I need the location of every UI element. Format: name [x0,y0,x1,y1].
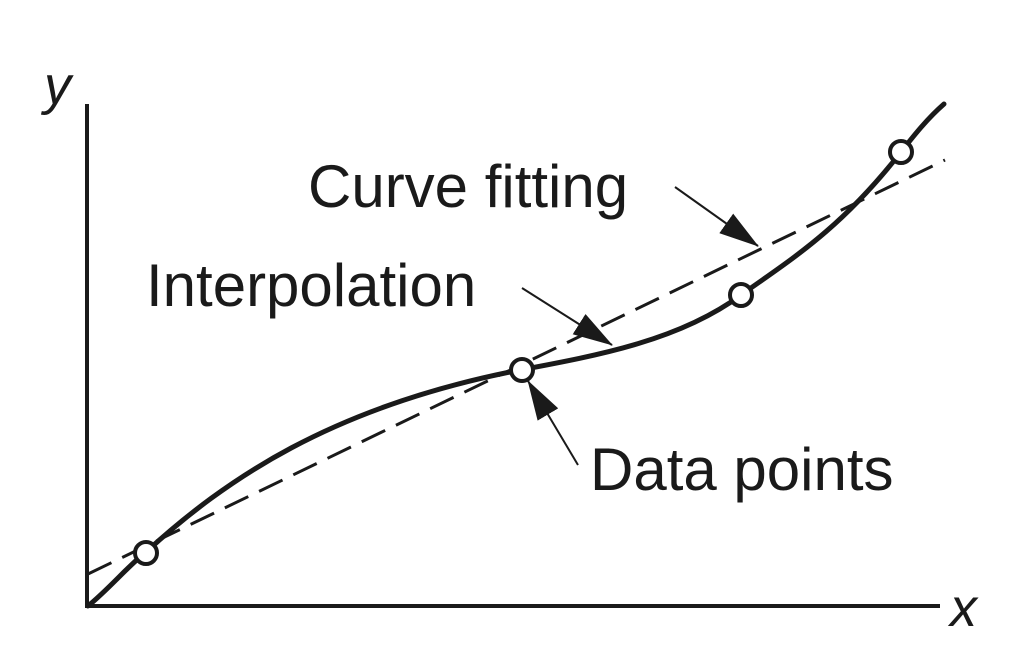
data-point [509,357,535,383]
axes: y x [40,56,979,638]
data-points [133,139,914,566]
interpolation-label: Interpolation [146,252,476,319]
data-points-callout: Data points [527,380,894,503]
x-axis-title: x [947,578,979,638]
curve-fitting-callout: Curve fitting [308,153,759,247]
data-point [888,139,914,165]
interpolation-curve [85,101,947,609]
data-point [133,540,159,566]
curve-fitting-pointer-arrow [674,186,759,247]
data-points-pointer-arrow [527,380,579,466]
data-points-label: Data points [590,436,894,503]
interpolation-callout: Interpolation [146,252,613,346]
data-point [728,282,754,308]
y-axis-title: y [40,56,74,116]
curve-fitting-label: Curve fitting [308,153,628,220]
interpolation-pointer-arrow [521,287,613,346]
